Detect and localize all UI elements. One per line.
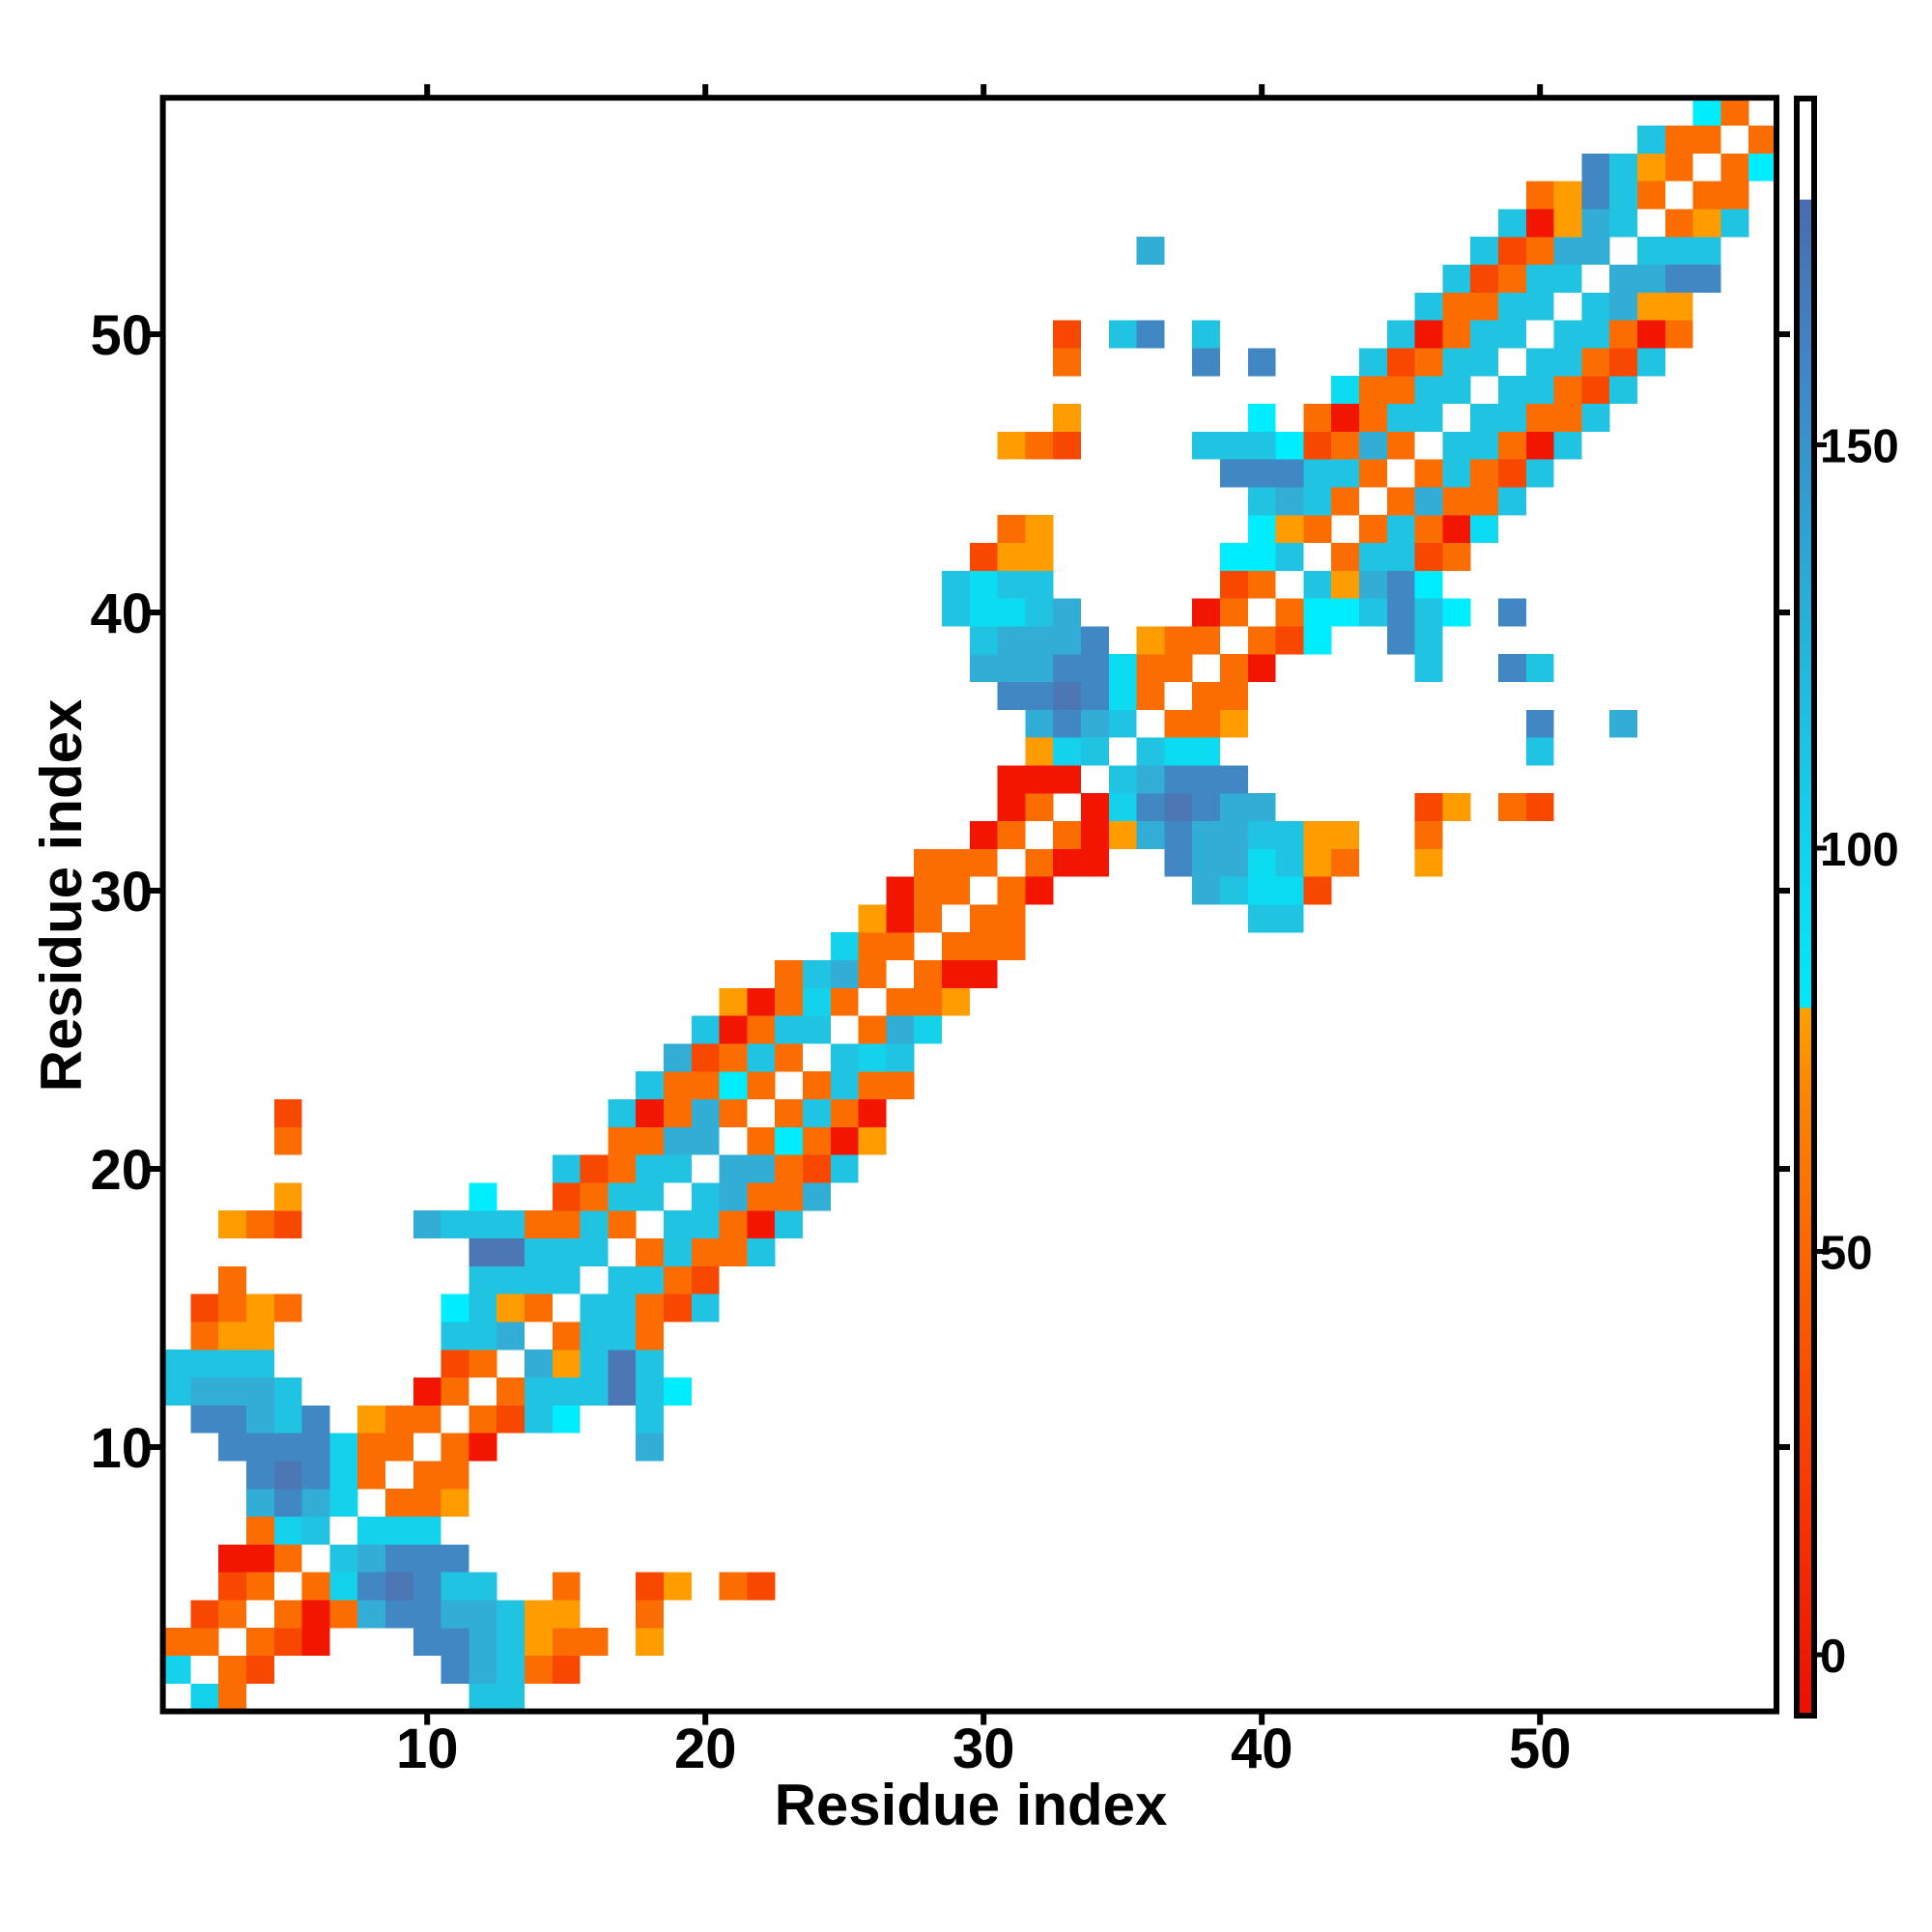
svg-text:40: 40 (1231, 1718, 1293, 1780)
svg-text:10: 10 (90, 1417, 153, 1480)
svg-text:0: 0 (1820, 1631, 1846, 1683)
svg-text:100: 100 (1820, 824, 1899, 876)
svg-text:30: 30 (90, 861, 153, 923)
svg-text:20: 20 (674, 1718, 737, 1780)
svg-text:Residue index: Residue index (29, 699, 94, 1093)
svg-text:50: 50 (90, 304, 153, 367)
svg-text:50: 50 (1509, 1718, 1572, 1780)
svg-text:20: 20 (90, 1139, 153, 1202)
svg-text:30: 30 (952, 1718, 1015, 1780)
svg-text:10: 10 (396, 1718, 459, 1780)
svg-text:150: 150 (1820, 421, 1899, 473)
svg-text:Residue index: Residue index (775, 1773, 1168, 1837)
svg-text:40: 40 (90, 582, 153, 645)
svg-text:50: 50 (1820, 1228, 1873, 1280)
